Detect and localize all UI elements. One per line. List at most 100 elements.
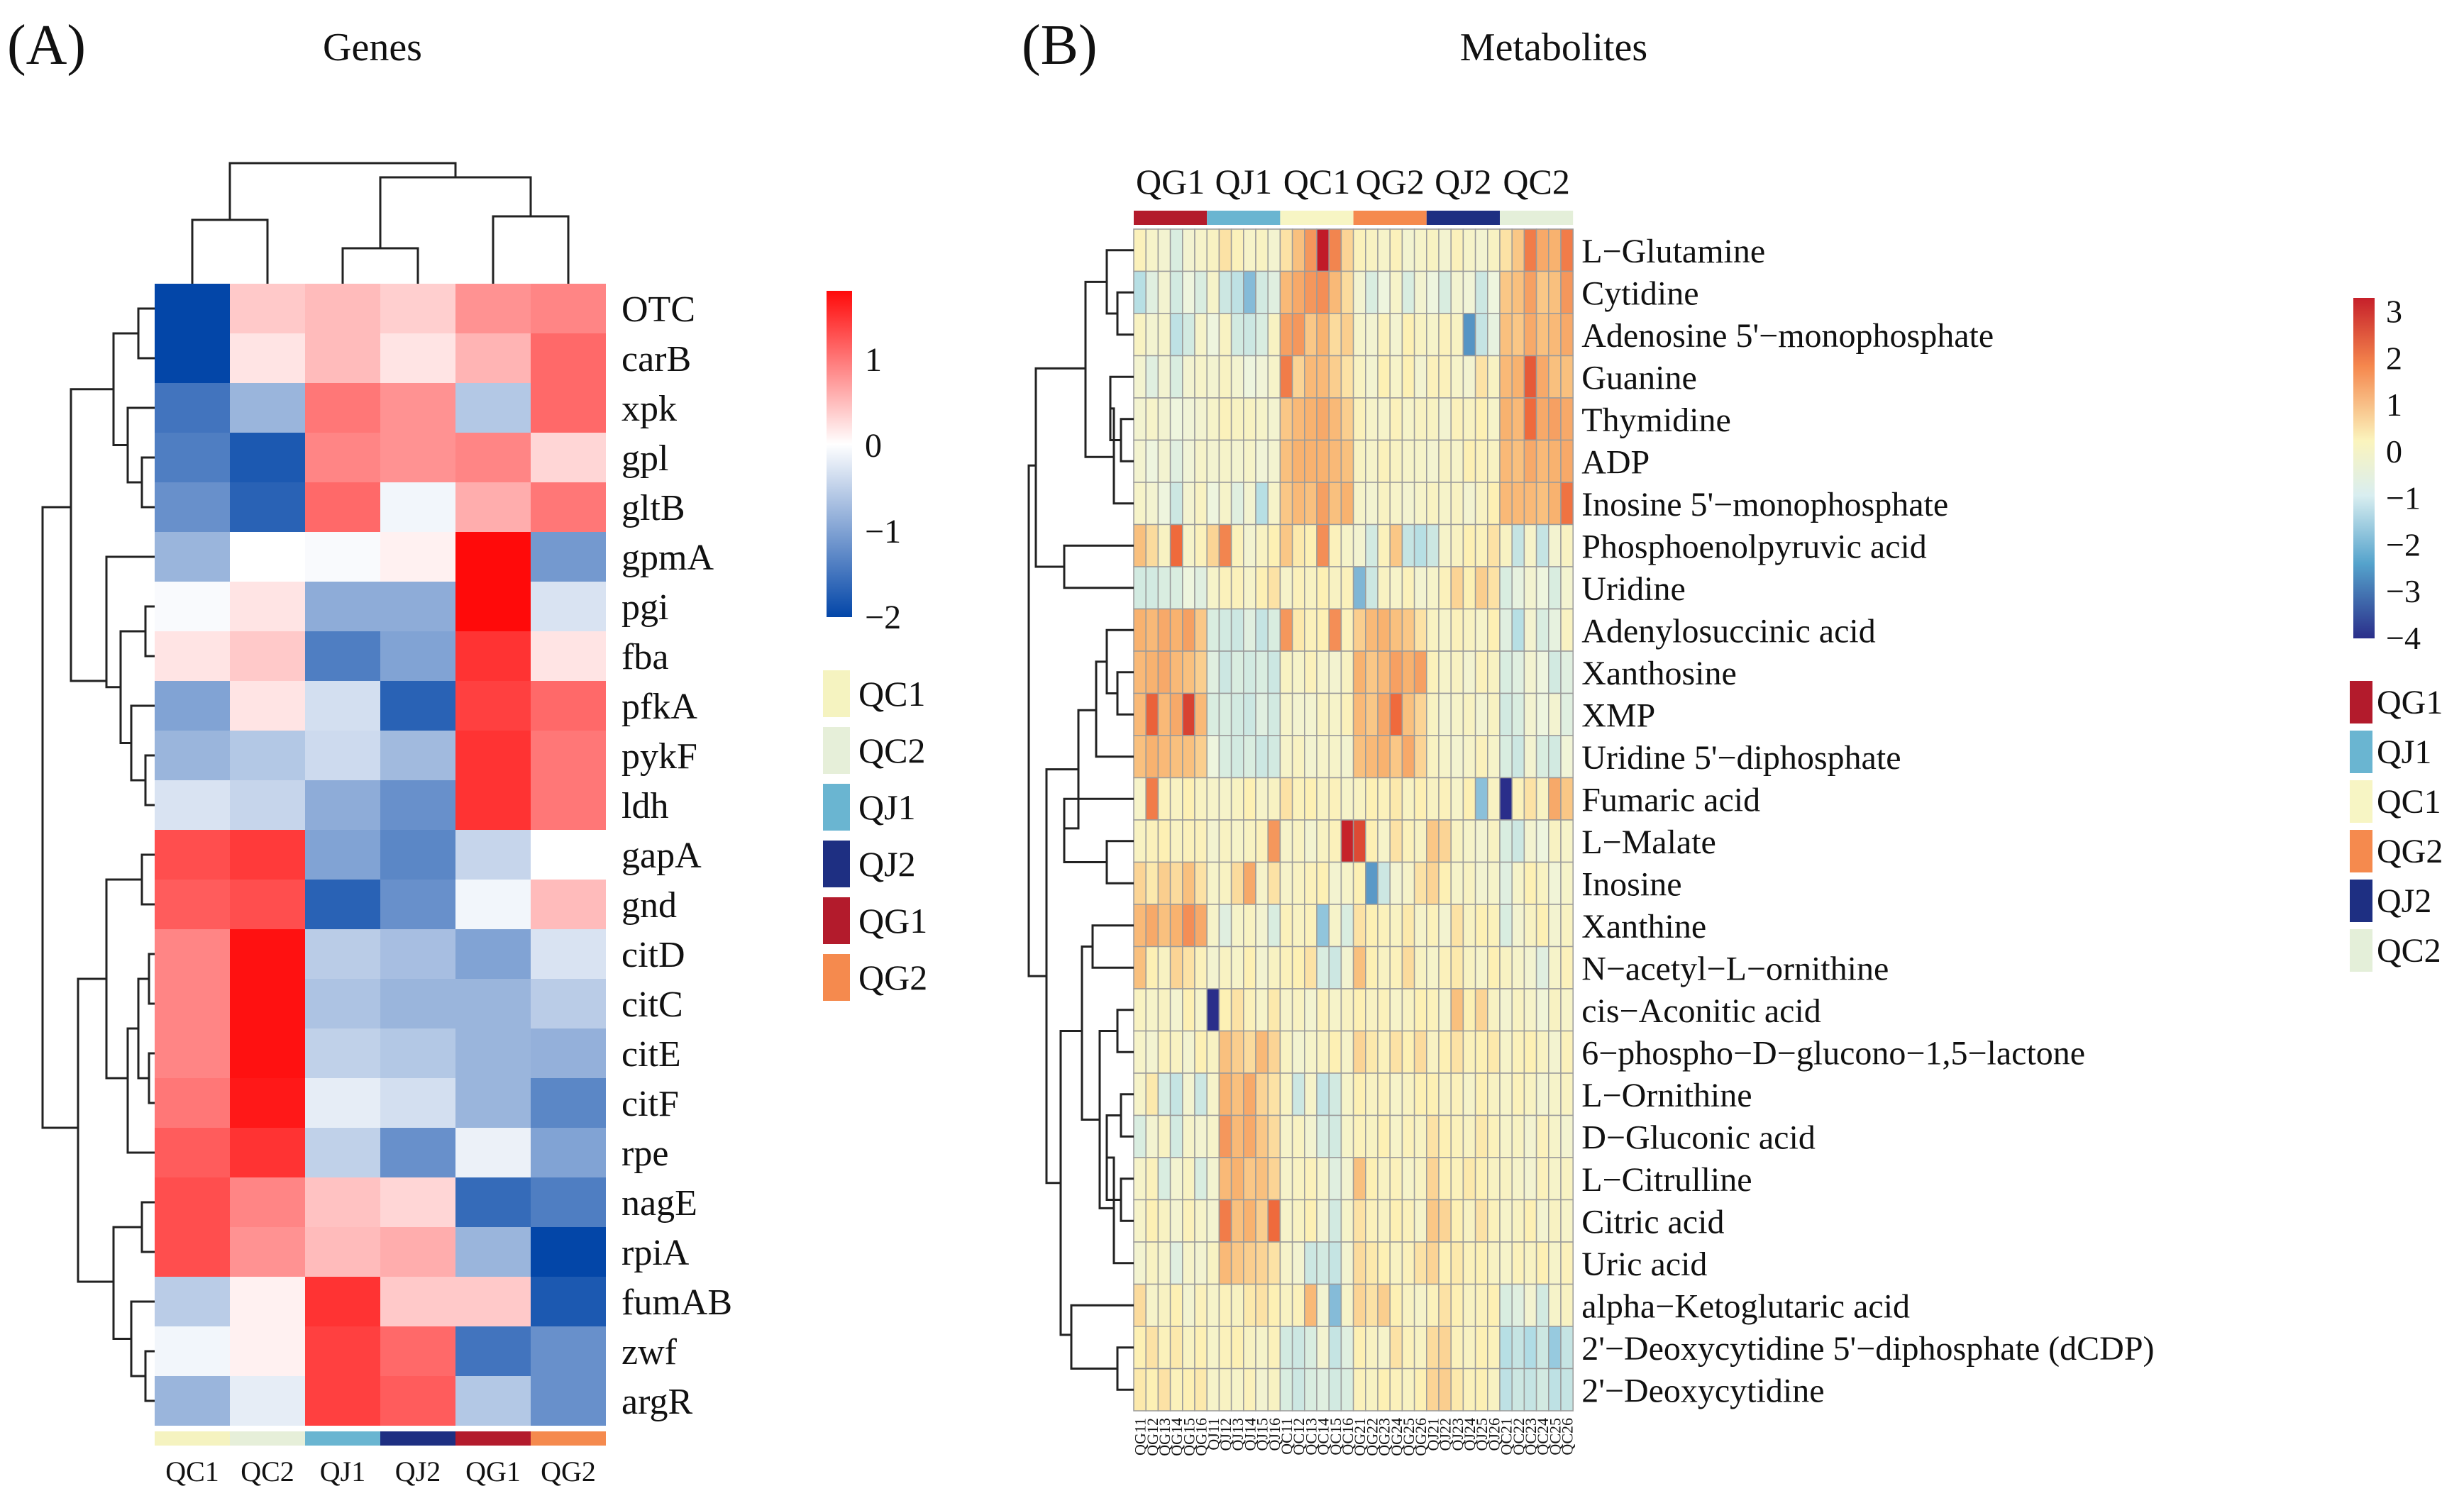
heat-cell bbox=[1401, 1241, 1415, 1285]
metabolite-label: alpha−Ketoglutaric acid bbox=[1581, 1287, 1910, 1325]
heat-cell bbox=[1365, 355, 1379, 399]
heat-cell bbox=[1487, 1030, 1501, 1074]
heat-cell bbox=[1487, 1326, 1501, 1370]
heat-cell bbox=[1267, 650, 1281, 694]
heat-cell bbox=[1230, 904, 1244, 948]
heat-cell bbox=[1340, 523, 1354, 567]
heat-cell bbox=[1267, 270, 1281, 314]
heat-cell bbox=[1133, 1241, 1147, 1285]
heat-cell bbox=[1474, 482, 1488, 526]
heat-cell bbox=[531, 830, 606, 880]
heat-cell bbox=[1474, 735, 1488, 779]
heat-cell bbox=[1426, 1157, 1440, 1201]
sample-label: QC12 bbox=[1290, 1418, 1308, 1455]
heat-cell bbox=[1535, 397, 1549, 441]
metabolite-label: Uridine 5'−diphosphate bbox=[1581, 739, 1901, 777]
metabolite-label: Citric acid bbox=[1581, 1203, 1724, 1241]
heat-cell bbox=[1316, 1199, 1330, 1243]
sample-label: QG13 bbox=[1156, 1418, 1173, 1456]
heat-cell bbox=[1365, 650, 1379, 694]
heat-cell bbox=[1328, 904, 1342, 948]
heat-cell bbox=[1426, 904, 1440, 948]
heat-cell bbox=[1218, 1157, 1232, 1201]
heat-cell bbox=[1133, 608, 1147, 652]
heat-cell bbox=[1169, 228, 1183, 272]
heat-cell bbox=[1279, 1072, 1293, 1116]
heat-cell bbox=[380, 631, 455, 681]
heat-cell bbox=[1267, 1030, 1281, 1074]
heat-cell bbox=[1218, 228, 1232, 272]
heat-cell bbox=[1340, 397, 1354, 441]
heat-cell bbox=[1365, 397, 1379, 441]
row-dendrogram-branch bbox=[1059, 1030, 1082, 1336]
heat-cell bbox=[1560, 1030, 1574, 1074]
heat-cell bbox=[1182, 482, 1195, 526]
heat-cell bbox=[1450, 1157, 1464, 1201]
heat-cell bbox=[1157, 439, 1171, 483]
sample-label: QC13 bbox=[1302, 1418, 1320, 1455]
heat-cell bbox=[1499, 1157, 1513, 1201]
heat-cell bbox=[1267, 313, 1281, 357]
heat-cell bbox=[1206, 946, 1220, 989]
heat-cell bbox=[1182, 735, 1195, 779]
heat-cell bbox=[1255, 777, 1269, 821]
heat-cell bbox=[1316, 1241, 1330, 1285]
heat-cell bbox=[1365, 904, 1379, 948]
heat-cell bbox=[1157, 650, 1171, 694]
heat-cell bbox=[1560, 904, 1574, 948]
sample-label: QJ11 bbox=[1205, 1418, 1222, 1451]
heat-cell bbox=[1560, 946, 1574, 989]
heat-cell bbox=[1206, 313, 1220, 357]
heat-cell bbox=[1316, 861, 1330, 905]
heat-cell bbox=[1462, 313, 1476, 357]
heat-cell bbox=[1365, 1368, 1379, 1412]
gene-label: gapA bbox=[621, 836, 702, 876]
heat-cell bbox=[1157, 608, 1171, 652]
heat-cell bbox=[1328, 1368, 1342, 1412]
heat-cell bbox=[1194, 397, 1208, 441]
heat-cell bbox=[1304, 523, 1317, 567]
heat-cell bbox=[1499, 228, 1513, 272]
heat-cell bbox=[380, 780, 455, 830]
heat-cell bbox=[1328, 861, 1342, 905]
metabolites-heatmap: QG1 QJ1 QC1 QG2 QJ2 QC2L−GlutamineCytidineAde… bbox=[1027, 162, 2443, 1456]
heat-cell bbox=[1487, 1114, 1501, 1158]
row-dendrogram-branch bbox=[1045, 768, 1078, 1185]
heat-cell bbox=[1255, 1368, 1269, 1412]
heat-cell bbox=[1194, 270, 1208, 314]
heat-cell bbox=[380, 582, 455, 631]
heat-cell bbox=[155, 731, 230, 780]
heat-cell bbox=[155, 284, 230, 333]
heat-cell bbox=[305, 383, 380, 433]
heat-cell bbox=[1401, 1157, 1415, 1201]
heat-cell bbox=[1426, 313, 1440, 357]
heat-cell bbox=[1511, 482, 1525, 526]
heat-cell bbox=[1560, 355, 1574, 399]
heat-cell bbox=[1377, 819, 1391, 863]
heat-cell bbox=[1157, 946, 1171, 989]
heat-cell bbox=[1401, 482, 1415, 526]
heat-cell bbox=[1548, 313, 1562, 357]
heat-cell bbox=[1438, 819, 1452, 863]
heat-cell bbox=[1450, 777, 1464, 821]
heat-cell bbox=[1535, 608, 1549, 652]
heat-cell bbox=[1560, 228, 1574, 272]
heat-cell bbox=[1474, 1114, 1488, 1158]
heat-cell bbox=[1450, 1114, 1464, 1158]
heat-cell bbox=[1218, 777, 1232, 821]
heat-cell bbox=[1267, 988, 1281, 1032]
heat-cell bbox=[1487, 355, 1501, 399]
metabolite-label: cis−Aconitic acid bbox=[1581, 992, 1821, 1030]
heat-cell bbox=[1279, 313, 1293, 357]
heat-cell bbox=[1316, 946, 1330, 989]
gene-label: pykF bbox=[621, 736, 697, 777]
heat-cell bbox=[1255, 861, 1269, 905]
heat-cell bbox=[1230, 482, 1244, 526]
heat-cell bbox=[1365, 270, 1379, 314]
heat-cell bbox=[1365, 313, 1379, 357]
heat-cell bbox=[1267, 1368, 1281, 1412]
heat-cell bbox=[1365, 1157, 1379, 1201]
group-label: QC2 bbox=[1503, 162, 1569, 201]
heat-cell bbox=[305, 1128, 380, 1177]
